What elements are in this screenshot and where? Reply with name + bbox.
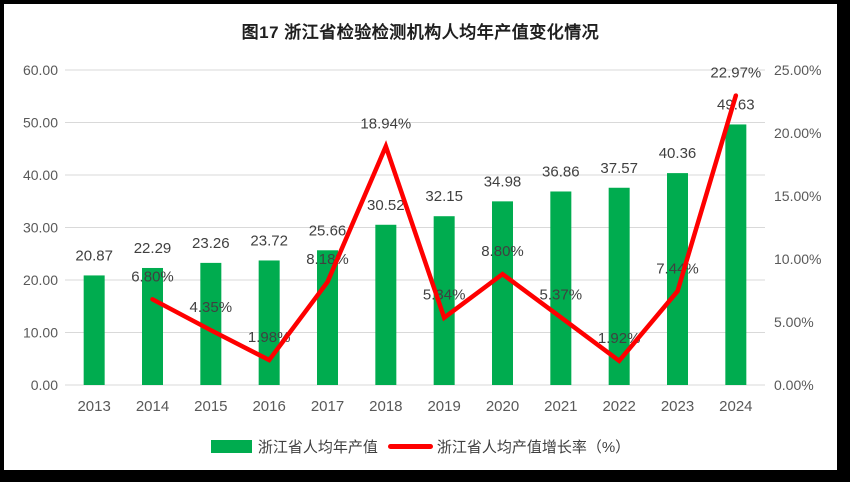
bar-value-label-2019: 32.15 bbox=[425, 188, 463, 205]
left-axis-tick-label: 10.00 bbox=[23, 325, 58, 341]
bar-2021 bbox=[550, 191, 572, 385]
chart-canvas: 图17 浙江省检验检测机构人均年产值变化情况 0.00 10.00 20.00 30.… bbox=[4, 4, 837, 470]
bar-value-label-2023: 40.36 bbox=[659, 145, 697, 162]
bar-2019 bbox=[433, 216, 455, 385]
x-axis-label-2014: 2014 bbox=[136, 398, 169, 415]
line-value-label-2022: 1.92% bbox=[598, 330, 641, 347]
bar-value-label-2016: 23.72 bbox=[250, 232, 288, 249]
bar-2017 bbox=[317, 250, 338, 385]
line-value-label-2024: 22.97% bbox=[710, 65, 761, 82]
chart-title: 图17 浙江省检验检测机构人均年产值变化情况 bbox=[241, 23, 600, 42]
line-value-label-2020: 8.80% bbox=[481, 243, 524, 260]
growth-rate-line bbox=[150, 93, 739, 364]
x-axis-label-2024: 2024 bbox=[719, 398, 752, 415]
x-axis-label-2021: 2021 bbox=[544, 398, 577, 415]
bar-2016 bbox=[258, 260, 280, 385]
legend-item-bar-series: 浙江省人均年产值 bbox=[210, 436, 378, 457]
bar-2020 bbox=[492, 201, 513, 385]
bar-value-label-2024: 49.63 bbox=[717, 96, 755, 113]
bar-value-label-2018: 30.52 bbox=[367, 197, 405, 214]
line-series-swatch-icon bbox=[387, 444, 433, 449]
bar-value-label-2020: 34.98 bbox=[484, 173, 522, 190]
legend-label-bar-series: 浙江省人均年产值 bbox=[257, 439, 378, 456]
left-axis-tick-label: 50.00 bbox=[23, 115, 58, 131]
x-axis-label-2013: 2013 bbox=[77, 398, 110, 415]
right-axis-tick-label: 10.00% bbox=[774, 251, 821, 267]
bar-value-label-2015: 23.26 bbox=[192, 235, 230, 252]
bar-value-label-2014: 22.29 bbox=[134, 240, 172, 257]
left-axis-tick-label: 60.00 bbox=[23, 62, 58, 78]
x-axis-label-2022: 2022 bbox=[602, 398, 635, 415]
chart-legend: 浙江省人均年产值 浙江省人均产值增长率（%） bbox=[4, 436, 837, 457]
left-axis-tick-label: 30.00 bbox=[23, 220, 58, 236]
right-axis-tick-label: 25.00% bbox=[774, 62, 821, 78]
bar-value-label-2021: 36.86 bbox=[542, 163, 580, 180]
chart-plot: 0.00 10.00 20.00 30.00 40.00 50.00 60.00 0.00% 5… bbox=[23, 62, 822, 415]
x-axis-label-2015: 2015 bbox=[194, 398, 227, 415]
bar-2022 bbox=[608, 187, 630, 385]
bar-2023 bbox=[667, 173, 688, 385]
bar-2015 bbox=[200, 262, 222, 385]
line-value-label-2019: 5.34% bbox=[423, 287, 466, 304]
left-axis-tick-label: 40.00 bbox=[23, 167, 58, 183]
line-value-label-2021: 5.37% bbox=[540, 286, 583, 303]
line-value-label-2023: 7.44% bbox=[656, 260, 699, 277]
line-value-label-2018: 18.94% bbox=[360, 115, 411, 132]
x-axis-label-2020: 2020 bbox=[486, 398, 519, 415]
x-axis-label-2019: 2019 bbox=[427, 398, 460, 415]
bar-2014 bbox=[142, 267, 163, 385]
line-value-label-2016: 1.98% bbox=[248, 329, 291, 346]
bar-2013 bbox=[83, 275, 105, 385]
x-axis-label-2017: 2017 bbox=[311, 398, 344, 415]
x-axis-label-2016: 2016 bbox=[252, 398, 285, 415]
right-axis-tick-label: 20.00% bbox=[774, 125, 821, 141]
line-value-label-2015: 4.35% bbox=[190, 299, 233, 316]
right-axis-tick-label: 5.00% bbox=[774, 314, 814, 330]
bar-series-swatch-icon bbox=[210, 440, 252, 453]
bar-2024 bbox=[725, 124, 747, 385]
bar-value-label-2017: 25.66 bbox=[309, 222, 347, 239]
left-axis-tick-label: 20.00 bbox=[23, 272, 58, 288]
x-axis-label-2018: 2018 bbox=[369, 398, 402, 415]
left-axis-tick-label: 0.00 bbox=[31, 377, 58, 393]
x-axis-label-2023: 2023 bbox=[661, 398, 694, 415]
legend-label-line-series: 浙江省人均产值增长率（%） bbox=[436, 439, 631, 456]
legend-item-line-series: 浙江省人均产值增长率（%） bbox=[378, 436, 630, 457]
line-value-label-2017: 8.18% bbox=[306, 251, 349, 268]
right-axis-tick-label: 15.00% bbox=[774, 188, 821, 204]
bar-2018 bbox=[375, 224, 397, 385]
line-value-label-2014: 6.80% bbox=[131, 268, 174, 285]
bar-value-label-2013: 20.87 bbox=[75, 247, 113, 264]
bar-value-label-2022: 37.57 bbox=[600, 160, 638, 177]
right-axis-tick-label: 0.00% bbox=[774, 377, 814, 393]
